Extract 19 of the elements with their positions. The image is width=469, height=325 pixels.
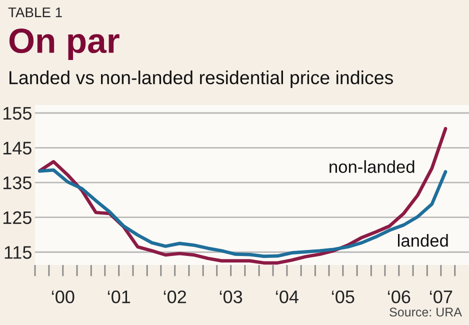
y-tick-label: 115 [4,246,32,259]
x-tick-label: ‘02 [164,290,186,304]
source-note: Source: URA [390,308,462,317]
x-tick-label: ‘07 [430,290,452,304]
series-label: landed [398,234,448,247]
y-tick-label: 155 [3,107,32,120]
series-label: non-landed [330,160,414,173]
y-tick-label: 125 [3,211,32,224]
x-tick-label: ‘01 [108,290,130,304]
y-tick-label: 145 [3,142,32,155]
chart-subtitle: Landed vs non-landed residential price indices [10,70,393,88]
x-tick-label: ‘05 [332,290,354,304]
y-tick-label: 135 [3,176,32,190]
x-tick-label: ‘06 [388,290,410,304]
chart-title: On par [9,28,120,60]
x-tick-label: ‘04 [276,290,298,304]
x-tick-label: ‘00 [52,290,74,304]
x-tick-label: ‘03 [220,290,242,304]
caption: TABLE 1 [8,8,62,18]
